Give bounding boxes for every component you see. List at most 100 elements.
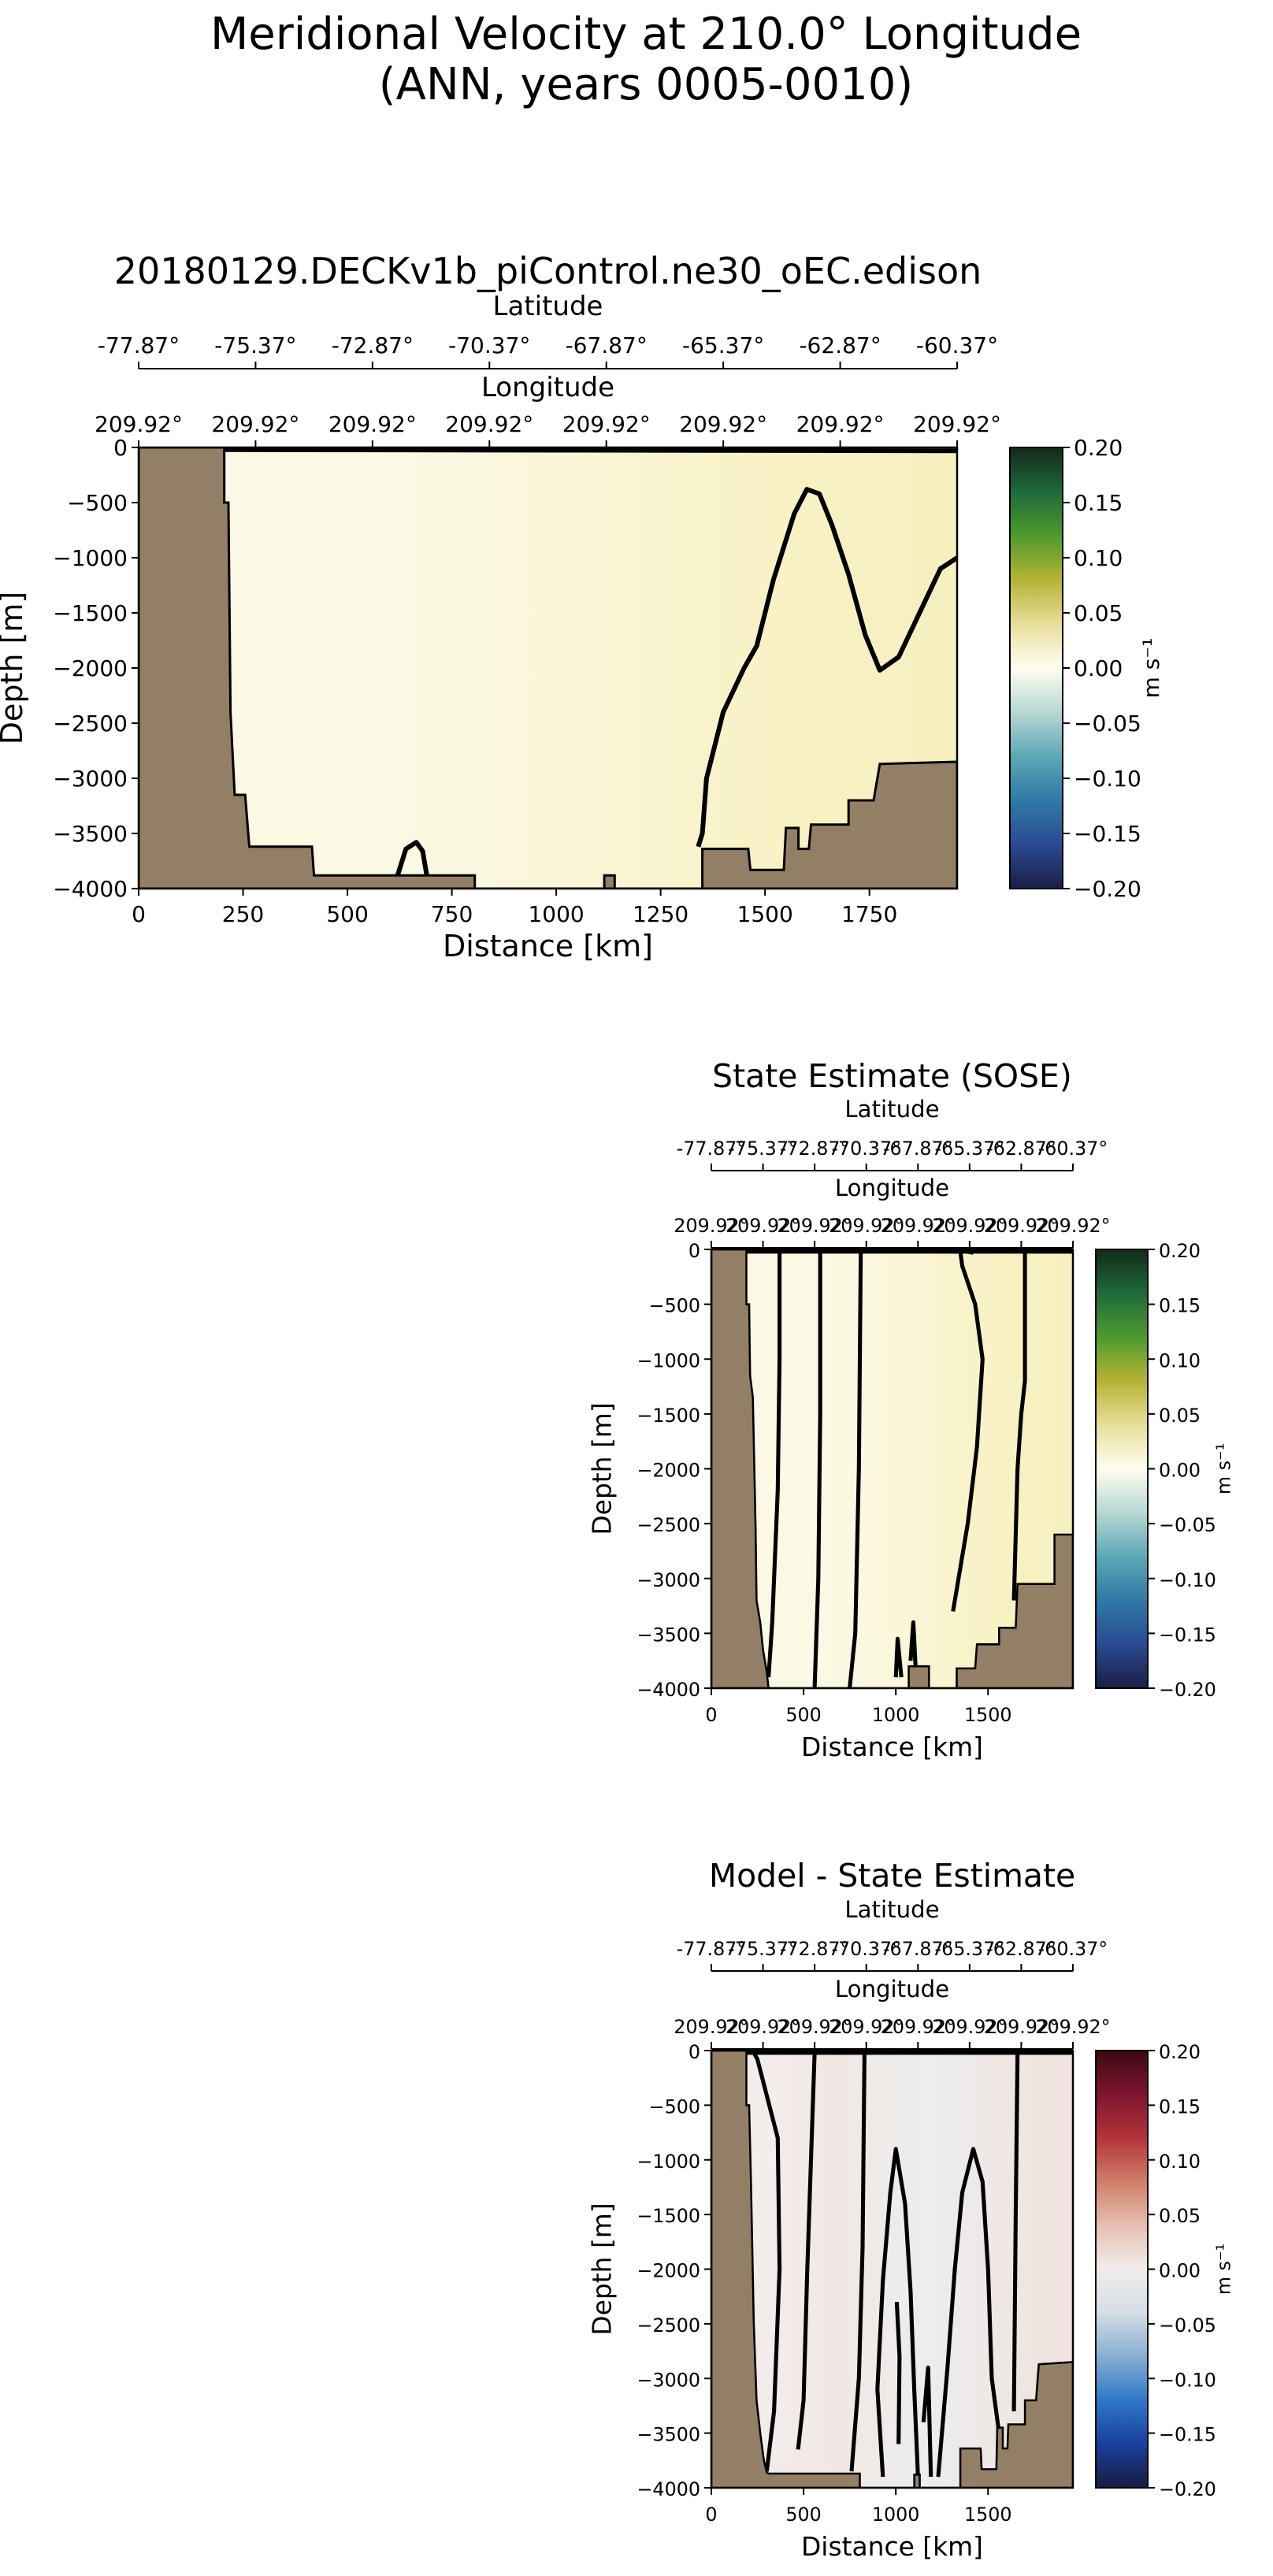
x-tick-label: 1500: [737, 901, 793, 927]
y-tick-label: −2500: [53, 711, 128, 737]
latitude-axis: Latitude-77.87°-75.37°-72.87°-70.37°-67.…: [677, 1896, 1108, 1972]
chart-panel-2: State Estimate (SOSE)Latitude -77.87°-75.…: [587, 1057, 1235, 1762]
colorbar-tick-label: 0.05: [1159, 2205, 1201, 2227]
colorbar: 0.20 0.15 0.10 0.05 0.00 −0.05 −0.10 −0.15 −0.20…: [1095, 1240, 1234, 1701]
latitude-tick-label: -70.37°: [831, 1138, 901, 1160]
longitude-tick-label: 209.92°: [679, 411, 767, 437]
colorbar-label: m s⁻¹: [1138, 638, 1164, 699]
colorbar-tick-label: 0.10: [1159, 1349, 1201, 1372]
latitude-tick-label: -77.87°: [98, 332, 180, 358]
zero-contour-3: [848, 1251, 863, 1688]
x-axis-label: Distance [km]: [801, 2531, 983, 2562]
latitude-tick-label: -72.87°: [780, 1938, 850, 1960]
zero-contour-6: [1011, 2052, 1020, 2411]
colorbar-tick-label: −0.05: [1159, 2314, 1216, 2337]
x-tick-label: 1750: [841, 901, 897, 927]
x-tick-label: 1000: [872, 1704, 920, 1726]
colorbar-scale: [1095, 1249, 1149, 1689]
zero-contour-6: [908, 1620, 919, 1678]
latitude-tick-label: -65.37°: [935, 1938, 1005, 1960]
y-tick-label: −1000: [636, 2151, 700, 2173]
colorbar-tick-label: 0.20: [1159, 2041, 1201, 2063]
latitude-axis: Latitude -77.87° -75.37° -72.87° -70.37° -67.…: [98, 291, 998, 369]
longitude-tick-label: 209.92°: [984, 2016, 1059, 2038]
longitude-tick-label: 209.92°: [778, 1215, 852, 1237]
longitude-tick-label: 209.92°: [913, 411, 1001, 437]
figure-title-line-2: (ANN, years 0005-0010): [379, 59, 914, 110]
longitude-axis-label: Longitude: [835, 1976, 949, 2003]
longitude-tick-label: 209.92°: [1035, 2016, 1110, 2038]
panel-title: State Estimate (SOSE): [712, 1057, 1072, 1095]
latitude-tick-label: -62.87°: [986, 1138, 1056, 1160]
x-tick-label: 0: [705, 2504, 717, 2526]
latitude-tick-label: -60.37°: [1038, 1938, 1108, 1960]
latitude-tick-label: -70.37°: [448, 332, 530, 358]
colorbar-tick-label: −0.10: [1159, 1569, 1216, 1591]
colorbar-tick-label: 0.05: [1159, 1405, 1201, 1427]
y-tick-label: −3000: [53, 766, 128, 792]
latitude-tick-label: -75.37°: [728, 1138, 798, 1160]
zero-contour-5: [1011, 1251, 1027, 1601]
y-tick-label: 0: [113, 435, 128, 461]
latitude-axis-label: Latitude: [493, 291, 603, 322]
y-tick-label: −2500: [636, 1514, 700, 1536]
bathymetry-land: [711, 1249, 1073, 1688]
colorbar-scale: [1095, 2050, 1149, 2489]
zero-contour-2: [796, 2052, 817, 2450]
y-tick-label: −3500: [53, 821, 128, 847]
longitude-axis: Longitude209.92°209.92°209.92°209.92°209…: [674, 1976, 1111, 2050]
longitude-tick-label: 209.92°: [829, 1215, 904, 1237]
colorbar-tick-label: 0.00: [1074, 655, 1123, 681]
longitude-tick-label: 209.92°: [1035, 1215, 1110, 1237]
y-tick-label: −3000: [636, 1569, 700, 1591]
longitude-axis-label: Longitude: [481, 372, 614, 403]
y-axis-label: Depth [m]: [0, 592, 29, 745]
colorbar-tick-label: 0.10: [1074, 545, 1123, 571]
panels: 20180129.DECKv1b_piControl.ne30_oEC.edis…: [0, 250, 1234, 2562]
x-tick-label: 500: [326, 901, 368, 927]
colorbar-tick-label: 0.10: [1159, 2151, 1201, 2173]
y-tick-label: −3500: [636, 2424, 700, 2446]
latitude-tick-label: -67.87°: [566, 332, 648, 358]
y-tick-label: −1500: [636, 2205, 700, 2227]
x-tick-label: 750: [431, 901, 473, 927]
x-tick-label: 1500: [964, 2504, 1012, 2526]
zero-contour-7: [893, 1636, 904, 1678]
y-tick-label: −2000: [636, 2260, 700, 2282]
longitude-tick-label: 209.92°: [984, 1215, 1059, 1237]
y-axis-label: Depth [m]: [587, 2203, 618, 2335]
longitude-axis: Longitude 209.92° 209.92° 209.92° 209.92° 209…: [95, 372, 1001, 448]
x-axis-label: Distance [km]: [443, 929, 653, 963]
latitude-tick-label: -62.87°: [986, 1938, 1056, 1960]
longitude-tick-label: 209.92°: [796, 411, 885, 437]
y-tick-label: −1500: [636, 1405, 700, 1427]
x-axis-label: Distance [km]: [801, 1732, 983, 1762]
latitude-tick-label: -75.37°: [214, 332, 296, 358]
colorbar-tick-label: 0.05: [1074, 600, 1123, 626]
latitude-tick-label: -72.87°: [332, 332, 414, 358]
y-tick-label: −2000: [53, 655, 128, 681]
latitude-tick-label: -60.37°: [916, 332, 998, 358]
y-tick-label: −4000: [53, 876, 128, 902]
y-tick-label: −1000: [53, 545, 128, 571]
x-tick-label: 0: [705, 1704, 717, 1726]
longitude-tick-label: 209.92°: [726, 1215, 800, 1237]
longitude-tick-label: 209.92°: [562, 411, 651, 437]
x-tick-label: 1500: [964, 1704, 1012, 1726]
colorbar-tick-label: −0.20: [1074, 876, 1141, 902]
latitude-tick-label: -60.37°: [1038, 1138, 1108, 1160]
colorbar-tick-label: 0.15: [1159, 1295, 1201, 1317]
longitude-tick-label: 209.92°: [881, 1215, 956, 1237]
colorbar-label: m s⁻¹: [1212, 2244, 1234, 2295]
longitude-tick-label: 209.92°: [881, 2016, 956, 2038]
y-tick-label: −500: [649, 2095, 700, 2118]
chart-panel-1: 20180129.DECKv1b_piControl.ne30_oEC.edis…: [0, 250, 1164, 963]
y-tick-label: −2500: [636, 2314, 700, 2337]
longitude-tick-label: 209.92°: [445, 411, 533, 437]
y-tick-label: −1000: [636, 1349, 700, 1372]
latitude-tick-label: -77.87°: [677, 1138, 747, 1160]
panel-title: 20180129.DECKv1b_piControl.ne30_oEC.edis…: [114, 250, 982, 292]
latitude-tick-label: -72.87°: [780, 1138, 850, 1160]
y-tick-label: −4000: [636, 1679, 700, 1701]
